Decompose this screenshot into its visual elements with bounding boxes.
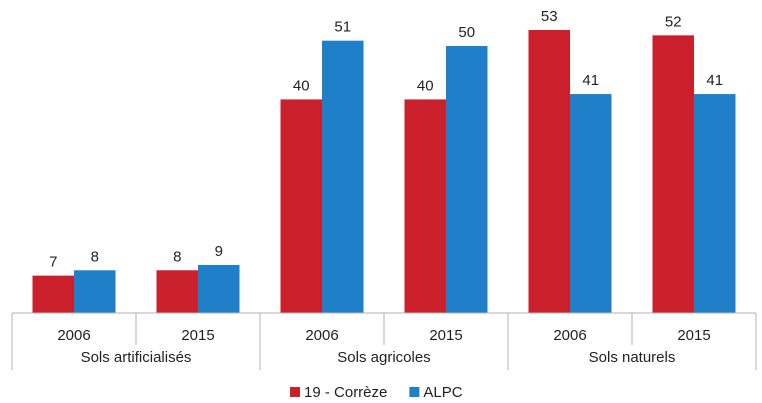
legend-label: ALPC xyxy=(423,384,462,401)
bar xyxy=(198,264,240,313)
bar xyxy=(570,94,612,313)
group-label: Sols artificialisés xyxy=(81,349,192,366)
data-label: 40 xyxy=(417,77,434,94)
bar xyxy=(404,99,446,313)
data-label: 40 xyxy=(293,77,310,94)
bar xyxy=(528,30,570,313)
bar xyxy=(694,94,736,313)
data-label: 9 xyxy=(215,243,223,260)
data-label: 51 xyxy=(334,19,351,36)
legend-label: 19 - Corrèze xyxy=(304,384,387,401)
data-label: 7 xyxy=(49,254,57,271)
group-label: Sols agricoles xyxy=(337,349,430,366)
bar xyxy=(322,40,364,313)
bar xyxy=(652,35,694,313)
data-label: 52 xyxy=(665,13,682,30)
bar xyxy=(74,270,116,313)
x-tick-label: 2015 xyxy=(429,327,462,344)
bar xyxy=(280,99,322,313)
bar xyxy=(32,275,74,313)
legend-swatch xyxy=(409,387,420,397)
x-tick-label: 2006 xyxy=(305,327,338,344)
group-label: Sols naturels xyxy=(589,349,676,366)
data-label: 53 xyxy=(541,8,558,25)
legend-swatch xyxy=(290,387,300,397)
bar xyxy=(446,46,488,314)
x-tick-label: 2006 xyxy=(553,327,586,344)
data-label: 8 xyxy=(173,248,181,265)
data-label: 8 xyxy=(91,248,99,265)
bar xyxy=(156,270,198,313)
data-label: 41 xyxy=(582,72,599,89)
data-label: 41 xyxy=(706,72,723,89)
x-tick-label: 2015 xyxy=(181,327,214,344)
x-tick-label: 2015 xyxy=(677,327,710,344)
x-tick-label: 2006 xyxy=(57,327,90,344)
data-label: 50 xyxy=(458,24,475,41)
